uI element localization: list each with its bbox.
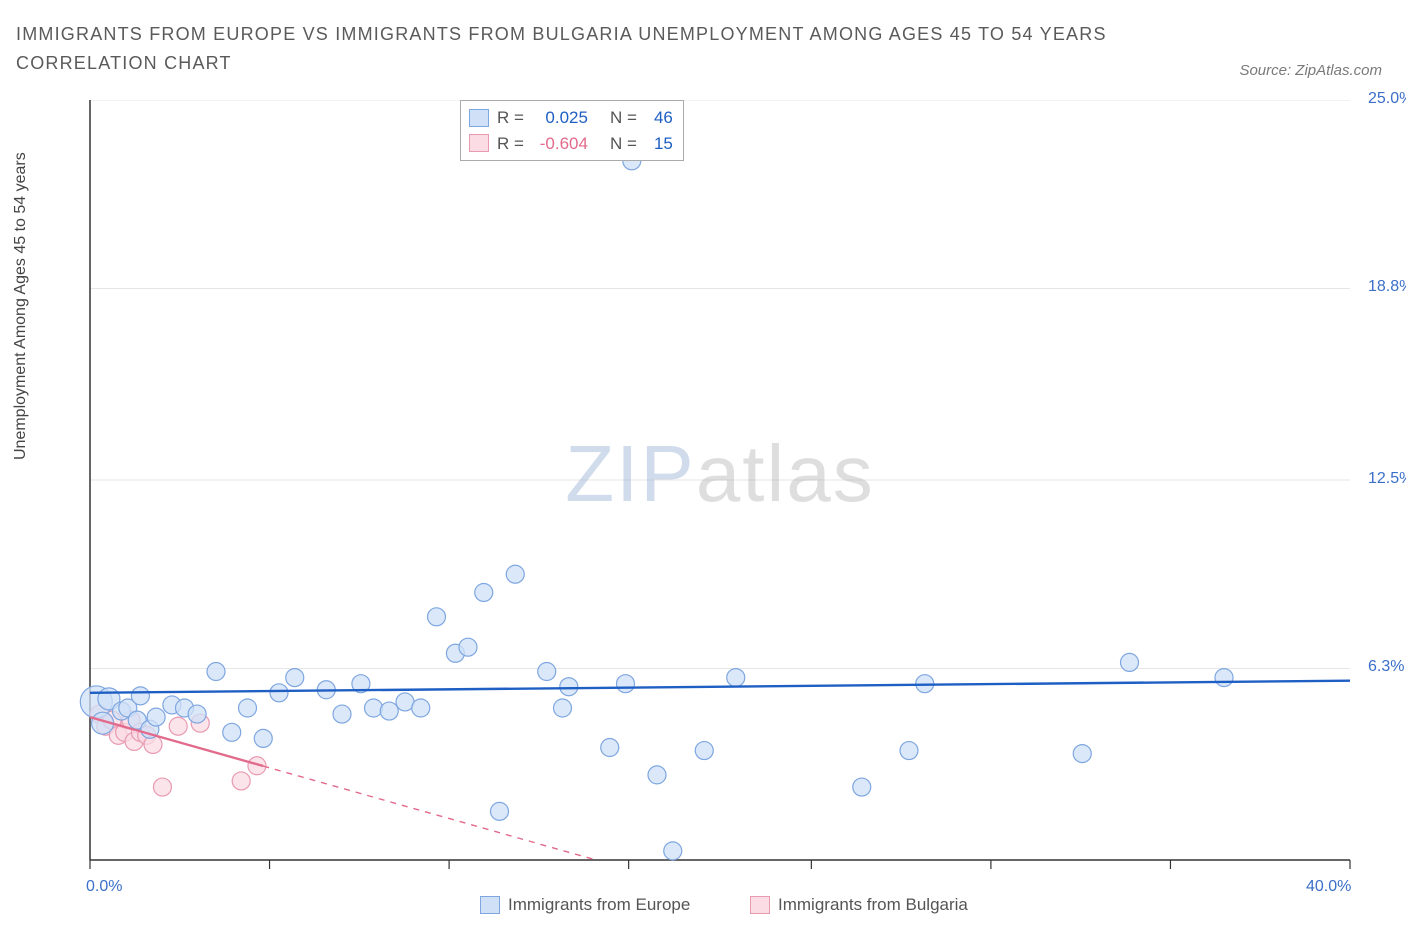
legend-swatch-icon: [480, 896, 500, 914]
y-tick-label: 25.0%: [1368, 90, 1406, 108]
source-attribution: Source: ZipAtlas.com: [1239, 62, 1382, 79]
n-label: N =: [610, 105, 637, 131]
y-tick-label: 12.5%: [1368, 470, 1406, 488]
chart-area: ZIPatlas: [60, 100, 1380, 880]
r-value-bulgaria: -0.604: [532, 131, 588, 157]
legend-swatch-europe: [469, 109, 489, 127]
y-axis-label: Unemployment Among Ages 45 to 54 years: [12, 152, 30, 460]
stats-row-bulgaria: R = -0.604 N = 15: [469, 131, 673, 157]
stats-row-europe: R = 0.025 N = 46: [469, 105, 673, 131]
legend-label: Immigrants from Bulgaria: [778, 895, 968, 915]
r-value-europe: 0.025: [532, 105, 588, 131]
correlation-stats-box: R = 0.025 N = 46 R = -0.604 N = 15: [460, 100, 684, 161]
bottom-legend-bulgaria: Immigrants from Bulgaria: [750, 895, 968, 915]
y-tick-label: 6.3%: [1368, 658, 1404, 676]
y-tick-label: 18.8%: [1368, 278, 1406, 296]
n-value-bulgaria: 15: [645, 131, 673, 157]
legend-swatch-bulgaria: [469, 134, 489, 152]
legend-swatch-icon: [750, 896, 770, 914]
chart-title: IMMIGRANTS FROM EUROPE VS IMMIGRANTS FRO…: [16, 20, 1116, 78]
n-label: N =: [610, 131, 637, 157]
x-axis-max-label: 40.0%: [1306, 878, 1351, 896]
x-axis-min-label: 0.0%: [86, 878, 122, 896]
legend-label: Immigrants from Europe: [508, 895, 690, 915]
scatter-plot: [60, 100, 1380, 880]
n-value-europe: 46: [645, 105, 673, 131]
r-label: R =: [497, 105, 524, 131]
bottom-legend-europe: Immigrants from Europe: [480, 895, 690, 915]
r-label: R =: [497, 131, 524, 157]
